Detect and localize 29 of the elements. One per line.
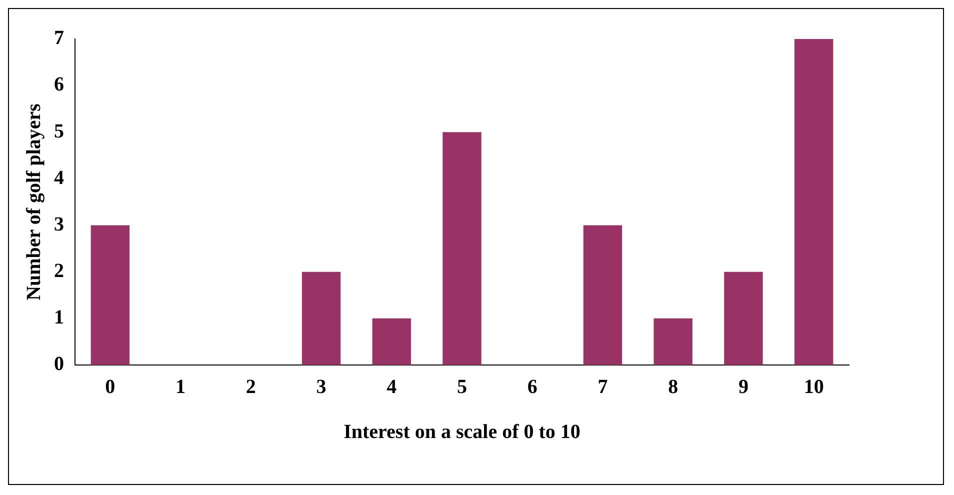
x-tick-label: 2 xyxy=(246,376,256,398)
y-tick-label: 4 xyxy=(54,166,64,189)
bar xyxy=(724,272,763,365)
x-tick-label: 6 xyxy=(527,376,538,398)
x-tick-label: 5 xyxy=(457,376,467,398)
x-axis-title: Interest on a scale of 0 to 10 xyxy=(344,421,580,444)
x-tick-label: 4 xyxy=(386,376,397,398)
bar xyxy=(372,318,411,365)
y-axis-title: Number of golf players xyxy=(23,103,46,300)
y-tick-label: 6 xyxy=(54,74,64,96)
bar xyxy=(90,225,130,365)
bar xyxy=(654,318,692,365)
x-tick-label: 0 xyxy=(105,376,116,398)
bar xyxy=(583,225,622,365)
y-tick-label: 0 xyxy=(54,353,64,376)
x-tick-label: 1 xyxy=(176,376,186,398)
bar xyxy=(794,39,834,365)
y-tick-label: 1 xyxy=(54,306,64,329)
y-tick-label: 7 xyxy=(54,27,64,50)
x-tick-label: 10 xyxy=(804,376,824,398)
x-tick-label: 9 xyxy=(738,376,748,398)
x-tick-label: 7 xyxy=(598,376,608,398)
bar xyxy=(302,272,341,365)
x-tick-label: 8 xyxy=(668,376,678,398)
bar xyxy=(442,132,482,365)
x-tick-label: 3 xyxy=(316,376,326,398)
y-tick-label: 3 xyxy=(54,213,64,236)
y-tick-label: 5 xyxy=(54,120,64,142)
y-tick-label: 2 xyxy=(54,260,64,282)
